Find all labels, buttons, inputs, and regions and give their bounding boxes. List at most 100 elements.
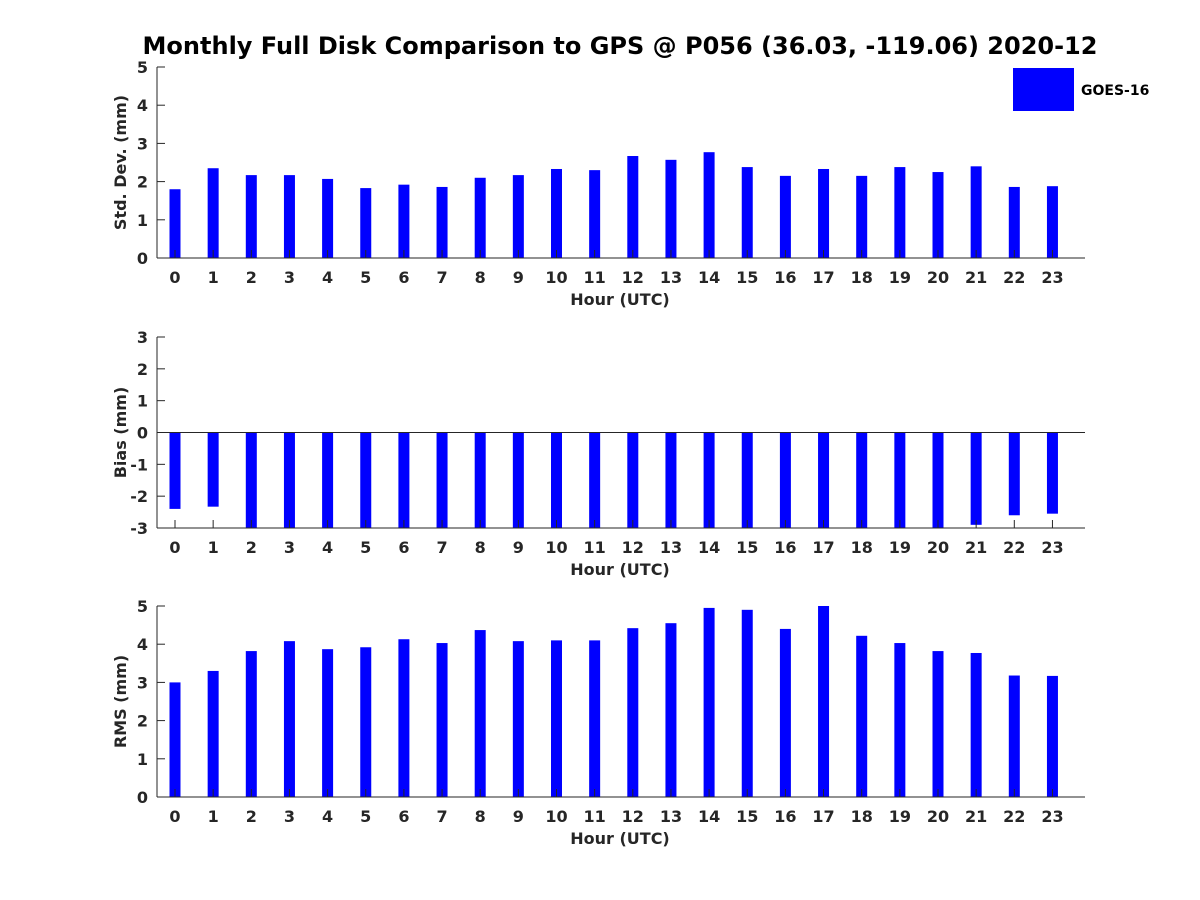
- bar-rms-hour-3: [283, 641, 295, 797]
- bar-stddev-hour-14: [703, 152, 715, 258]
- x-tick-label-rms: 20: [927, 807, 949, 826]
- bar-bias-hour-17: [818, 432, 830, 528]
- x-tick-label-stddev: 4: [322, 268, 333, 287]
- x-tick-label-stddev: 22: [1003, 268, 1025, 287]
- x-axis-label-bias: Hour (UTC): [570, 560, 670, 579]
- bar-bias-hour-1: [207, 432, 219, 507]
- y-tick-label-rms: 2: [137, 712, 148, 731]
- x-tick-label-bias: 9: [513, 538, 524, 557]
- bar-stddev-hour-9: [512, 175, 524, 258]
- bar-rms-hour-6: [398, 639, 410, 797]
- bar-stddev-hour-13: [665, 159, 677, 258]
- x-tick-label-bias: 15: [736, 538, 758, 557]
- x-tick-label-rms: 13: [660, 807, 682, 826]
- bar-rms-hour-5: [360, 647, 372, 797]
- x-tick-label-stddev: 21: [965, 268, 987, 287]
- x-tick-label-stddev: 5: [360, 268, 371, 287]
- bar-rms-hour-12: [627, 628, 639, 797]
- x-axis-label-stddev: Hour (UTC): [570, 290, 670, 309]
- x-tick-label-rms: 19: [889, 807, 911, 826]
- x-tick-label-stddev: 15: [736, 268, 758, 287]
- x-tick-label-stddev: 10: [545, 268, 567, 287]
- bar-bias-hour-15: [741, 432, 753, 528]
- x-tick-label-bias: 6: [398, 538, 409, 557]
- bar-stddev-hour-16: [779, 175, 791, 258]
- bar-bias-hour-3: [283, 432, 295, 528]
- x-tick-label-rms: 3: [284, 807, 295, 826]
- bar-rms-hour-9: [512, 641, 524, 797]
- y-tick-label-rms: 0: [137, 788, 148, 807]
- x-tick-label-stddev: 11: [584, 268, 606, 287]
- x-tick-label-stddev: 1: [208, 268, 219, 287]
- x-tick-label-rms: 0: [169, 807, 180, 826]
- x-tick-label-bias: 0: [169, 538, 180, 557]
- legend: GOES-16: [1013, 68, 1149, 111]
- x-tick-label-stddev: 7: [436, 268, 447, 287]
- y-tick-label-stddev: 1: [137, 211, 148, 230]
- y-tick-label-stddev: 3: [137, 134, 148, 153]
- x-tick-label-stddev: 12: [622, 268, 644, 287]
- bar-stddev-hour-19: [894, 167, 906, 258]
- x-tick-label-bias: 14: [698, 538, 720, 557]
- y-axis-label-bias: Bias (mm): [111, 387, 130, 479]
- bar-stddev-hour-18: [856, 175, 868, 258]
- x-tick-label-rms: 22: [1003, 807, 1025, 826]
- bar-bias-hour-18: [856, 432, 868, 528]
- x-tick-label-rms: 11: [584, 807, 606, 826]
- bar-bias-hour-10: [551, 432, 562, 528]
- y-tick-label-bias: 3: [137, 328, 148, 347]
- x-tick-label-bias: 21: [965, 538, 987, 557]
- x-tick-label-bias: 16: [774, 538, 796, 557]
- x-tick-label-bias: 5: [360, 538, 371, 557]
- bar-rms-hour-16: [779, 628, 791, 797]
- x-tick-label-rms: 6: [398, 807, 409, 826]
- y-tick-label-stddev: 2: [137, 173, 148, 192]
- bar-bias-hour-2: [245, 432, 257, 528]
- bar-bias-hour-11: [589, 432, 601, 528]
- bar-rms-hour-15: [741, 609, 753, 797]
- x-tick-label-stddev: 0: [169, 268, 180, 287]
- bar-stddev-hour-22: [1008, 186, 1020, 258]
- bar-bias-hour-8: [474, 432, 486, 528]
- y-tick-label-bias: -3: [130, 519, 148, 538]
- bar-bias-hour-20: [932, 432, 944, 528]
- bar-bias-hour-19: [894, 432, 906, 528]
- x-tick-label-stddev: 19: [889, 268, 911, 287]
- bar-stddev-hour-6: [398, 184, 410, 258]
- bar-rms-hour-23: [1046, 675, 1058, 797]
- bar-stddev-hour-21: [970, 166, 982, 258]
- bar-rms-hour-22: [1008, 675, 1020, 797]
- x-tick-label-rms: 4: [322, 807, 333, 826]
- x-tick-label-stddev: 13: [660, 268, 682, 287]
- bar-bias-hour-4: [322, 432, 334, 528]
- y-tick-label-bias: -1: [130, 455, 148, 474]
- bar-bias-hour-7: [436, 432, 448, 528]
- x-tick-label-bias: 22: [1003, 538, 1025, 557]
- x-axis-label-rms: Hour (UTC): [570, 829, 670, 848]
- x-tick-label-rms: 1: [208, 807, 219, 826]
- x-tick-label-rms: 23: [1041, 807, 1063, 826]
- x-tick-label-bias: 17: [812, 538, 834, 557]
- bar-stddev-hour-7: [436, 186, 448, 258]
- y-tick-label-stddev: 0: [137, 249, 148, 268]
- bar-rms-hour-20: [932, 651, 944, 797]
- bar-bias-hour-9: [512, 432, 524, 528]
- bar-rms-hour-17: [818, 606, 830, 797]
- y-tick-label-stddev: 4: [137, 96, 148, 115]
- y-tick-label-bias: -2: [130, 487, 148, 506]
- x-tick-label-rms: 10: [545, 807, 567, 826]
- x-tick-label-stddev: 17: [812, 268, 834, 287]
- x-tick-label-rms: 15: [736, 807, 758, 826]
- y-tick-label-stddev: 5: [137, 58, 148, 77]
- bar-bias-hour-0: [169, 432, 181, 509]
- bar-stddev-hour-3: [283, 175, 295, 258]
- bar-rms-hour-11: [589, 640, 601, 797]
- x-tick-label-rms: 8: [475, 807, 486, 826]
- y-tick-label-bias: 2: [137, 360, 148, 379]
- x-tick-label-rms: 17: [812, 807, 834, 826]
- x-tick-label-bias: 2: [246, 538, 257, 557]
- bar-stddev-hour-23: [1046, 186, 1058, 258]
